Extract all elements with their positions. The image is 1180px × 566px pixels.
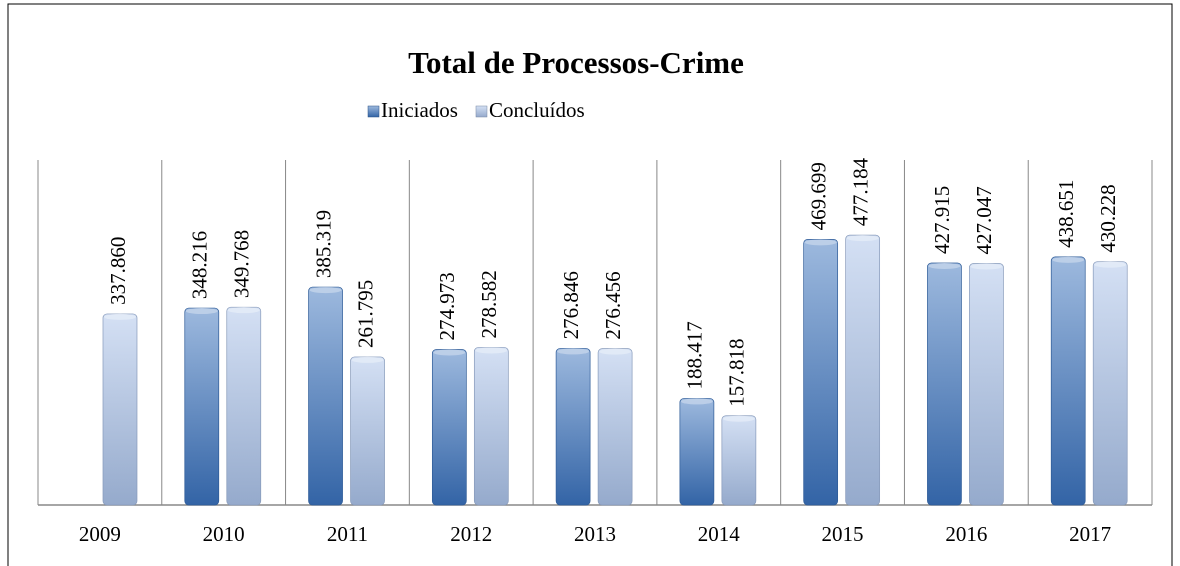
data-label: 427.915 (930, 186, 954, 254)
chart-title: Total de Processos-Crime (408, 45, 744, 80)
bar-cap (1094, 261, 1127, 268)
x-tick-label: 2012 (450, 522, 492, 546)
bar-cap (599, 348, 632, 355)
data-label: 438.651 (1054, 180, 1078, 248)
bar (555, 348, 591, 506)
bar (597, 348, 633, 506)
data-label: 276.456 (601, 271, 625, 339)
data-label: 188.417 (683, 321, 707, 389)
bar (431, 349, 467, 506)
data-label: 477.184 (848, 157, 872, 226)
bar-cap (1052, 256, 1085, 263)
data-label: 385.319 (311, 210, 335, 278)
data-label: 427.047 (972, 186, 996, 254)
legend-label: Concluídos (489, 98, 585, 122)
x-tick-label: 2016 (945, 522, 987, 546)
x-tick-label: 2014 (698, 522, 741, 546)
data-label: 348.216 (188, 231, 212, 299)
x-tick-label: 2011 (327, 522, 368, 546)
data-label: 274.973 (435, 272, 459, 340)
bar (308, 286, 343, 506)
bar (803, 239, 839, 506)
x-tick-label: 2010 (203, 522, 245, 546)
bar (721, 415, 757, 506)
data-label: 337.860 (106, 237, 130, 305)
bar-cap (103, 313, 136, 320)
bar (226, 306, 262, 506)
bar-cap (846, 235, 879, 242)
bar (927, 262, 962, 506)
data-label: 261.795 (353, 280, 377, 348)
bar (473, 347, 509, 506)
bar-cap (722, 415, 755, 422)
bar-cap (557, 348, 590, 355)
bar-cap (804, 239, 837, 246)
bar (845, 234, 881, 506)
legend-label: Iniciados (381, 98, 458, 122)
x-tick-label: 2015 (822, 522, 864, 546)
bar (1050, 256, 1086, 506)
legend-swatch (475, 105, 488, 118)
data-label: 469.699 (806, 162, 830, 230)
bar-cap (970, 263, 1003, 270)
chart-frame (7, 3, 1173, 566)
bar (679, 398, 715, 506)
data-label: 430.228 (1096, 184, 1120, 252)
x-tick-label: 2017 (1069, 522, 1111, 546)
bar-cap (227, 307, 260, 314)
data-label: 278.582 (477, 270, 501, 338)
bar (184, 307, 220, 506)
bar-cap (351, 356, 384, 363)
bar-cap (680, 398, 713, 405)
data-label: 276.846 (559, 271, 583, 339)
bar-cap (309, 287, 342, 294)
bar (969, 263, 1004, 506)
data-label: 157.818 (725, 338, 749, 406)
bar-cap (928, 262, 961, 269)
x-tick-label: 2009 (79, 522, 121, 546)
legend-swatch (367, 105, 380, 118)
x-tick-label: 2013 (574, 522, 616, 546)
data-label: 349.768 (230, 230, 254, 298)
bar (102, 313, 138, 506)
bar-cap (433, 349, 466, 356)
bar-cap (475, 347, 508, 354)
bar (350, 356, 385, 506)
bar-cap (185, 308, 218, 315)
bar (1092, 261, 1128, 506)
